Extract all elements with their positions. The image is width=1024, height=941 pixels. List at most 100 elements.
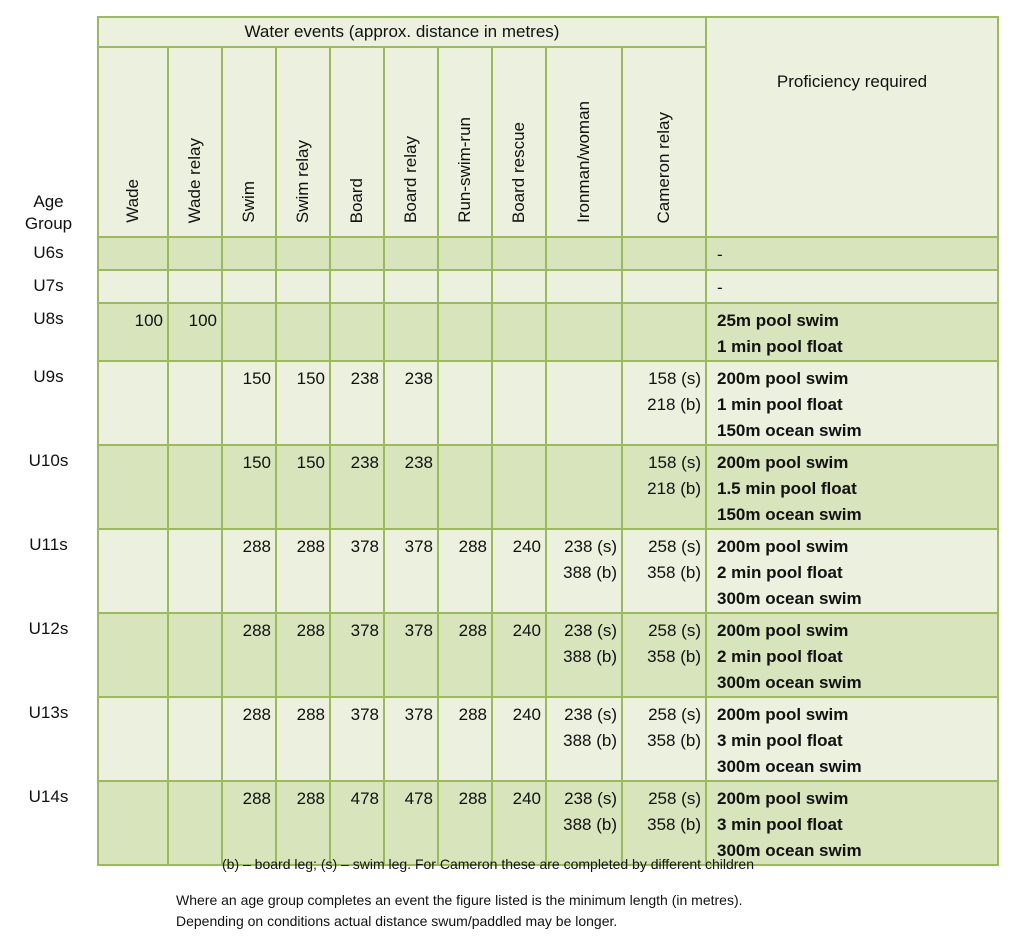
age-group-cell: U10s xyxy=(0,445,98,529)
distance-cell xyxy=(437,444,493,530)
footer-line-2: Depending on conditions actual distance … xyxy=(176,913,618,929)
corner-blank xyxy=(0,17,98,47)
event-header: Cameron relay xyxy=(621,46,707,238)
event-header: Wade xyxy=(97,46,169,238)
age-group-cell: U8s xyxy=(0,303,98,361)
distance-cell xyxy=(491,269,547,304)
proficiency-cell: 200m pool swim 1 min pool float 150m ocean… xyxy=(705,360,999,446)
proficiency-cell: - xyxy=(705,269,999,304)
age-group-cell: U6s xyxy=(0,237,98,270)
distance-cell xyxy=(437,360,493,446)
distance-cell: 378 xyxy=(383,612,439,698)
distance-cell: 378 xyxy=(329,696,385,782)
distance-cell: 288 xyxy=(437,528,493,614)
distance-cell xyxy=(545,360,623,446)
table-row: U14s 288 288 478 478 288 240 238 (s) 388 (b) 258 … xyxy=(0,780,999,866)
water-events-table: Water events (approx. distance in metres… xyxy=(0,16,999,866)
distance-cell xyxy=(275,269,331,304)
distance-cell xyxy=(221,269,277,304)
distance-cell: 378 xyxy=(383,696,439,782)
distance-cell: 258 (s) 358 (b) xyxy=(621,780,707,866)
proficiency-cell: 200m pool swim 1.5 min pool float 150m oce… xyxy=(705,444,999,530)
event-header: Wade relay xyxy=(167,46,223,238)
proficiency-cell: 200m pool swim 3 min pool float 300m ocean… xyxy=(705,780,999,866)
distance-cell xyxy=(167,444,223,530)
age-group-cell: U11s xyxy=(0,529,98,613)
distance-cell: 288 xyxy=(437,780,493,866)
legend-note: (b) – board leg; (s) – swim leg. For Cam… xyxy=(222,856,754,872)
distance-cell xyxy=(97,360,169,446)
distance-cell xyxy=(329,236,385,271)
distance-cell: 158 (s) 218 (b) xyxy=(621,360,707,446)
distance-cell: 238 xyxy=(329,360,385,446)
distance-cell: 378 xyxy=(383,528,439,614)
distance-cell: 158 (s) 218 (b) xyxy=(621,444,707,530)
distance-cell: 238 xyxy=(383,360,439,446)
distance-cell xyxy=(621,302,707,362)
table-row: U9s 150 150 238 238 158 (s) 218 (b) 200m pool s… xyxy=(0,360,999,446)
distance-cell xyxy=(491,302,547,362)
distance-cell: 288 xyxy=(221,696,277,782)
distance-cell xyxy=(97,236,169,271)
distance-cell: 478 xyxy=(329,780,385,866)
table-row: U12s 288 288 378 378 288 240 238 (s) 388 (b) 258 … xyxy=(0,612,999,698)
event-header: Board relay xyxy=(383,46,439,238)
distance-cell xyxy=(329,302,385,362)
distance-cell xyxy=(545,444,623,530)
table-row: U8s 100 100 25m pool swim 1 min pool float xyxy=(0,302,999,362)
distance-cell xyxy=(167,780,223,866)
distance-cell: 240 xyxy=(491,696,547,782)
distance-cell: 288 xyxy=(221,780,277,866)
table-row: U6s - xyxy=(0,236,999,271)
distance-cell xyxy=(275,302,331,362)
distance-cell xyxy=(545,302,623,362)
distance-cell: 150 xyxy=(221,444,277,530)
distance-cell xyxy=(383,302,439,362)
distance-cell: 150 xyxy=(275,360,331,446)
footer-line-1: Where an age group completes an event th… xyxy=(176,892,743,908)
distance-cell: 288 xyxy=(221,528,277,614)
proficiency-cell: 200m pool swim 2 min pool float 300m ocean… xyxy=(705,528,999,614)
distance-cell: 238 (s) 388 (b) xyxy=(545,696,623,782)
distance-cell: 240 xyxy=(491,528,547,614)
footer-note: Where an age group completes an event th… xyxy=(176,890,976,932)
distance-cell xyxy=(621,269,707,304)
distance-cell xyxy=(545,236,623,271)
distance-cell: 288 xyxy=(275,528,331,614)
distance-cell: 288 xyxy=(221,612,277,698)
event-header: Board rescue xyxy=(491,46,547,238)
event-header: Swim xyxy=(221,46,277,238)
distance-cell xyxy=(97,612,169,698)
distance-cell xyxy=(491,444,547,530)
distance-cell: 240 xyxy=(491,612,547,698)
distance-cell: 258 (s) 358 (b) xyxy=(621,612,707,698)
distance-cell: 150 xyxy=(275,444,331,530)
distance-cell: 238 (s) 388 (b) xyxy=(545,780,623,866)
distance-cell xyxy=(97,780,169,866)
table-row: U11s 288 288 378 378 288 240 238 (s) 388 (b) 258 … xyxy=(0,528,999,614)
event-header: Board xyxy=(329,46,385,238)
age-group-cell: U9s xyxy=(0,361,98,445)
distance-cell: 240 xyxy=(491,780,547,866)
distance-cell: 378 xyxy=(329,612,385,698)
distance-cell: 378 xyxy=(329,528,385,614)
proficiency-cell: 25m pool swim 1 min pool float xyxy=(705,302,999,362)
proficiency-cell: 200m pool swim 2 min pool float 300m ocean… xyxy=(705,612,999,698)
distance-cell: 238 (s) 388 (b) xyxy=(545,528,623,614)
table-row: U10s 150 150 238 238 158 (s) 218 (b) 200m pool … xyxy=(0,444,999,530)
distance-cell: 288 xyxy=(437,612,493,698)
distance-cell xyxy=(329,269,385,304)
age-group-cell: U13s xyxy=(0,697,98,781)
age-group-header: Age Group xyxy=(0,47,98,237)
proficiency-header: Proficiency required xyxy=(705,16,999,238)
distance-cell xyxy=(221,236,277,271)
distance-cell xyxy=(383,236,439,271)
distance-cell: 238 xyxy=(383,444,439,530)
distance-cell xyxy=(167,696,223,782)
distance-cell xyxy=(167,236,223,271)
distance-cell xyxy=(437,269,493,304)
distance-cell xyxy=(167,528,223,614)
distance-cell xyxy=(97,444,169,530)
distance-cell: 288 xyxy=(275,780,331,866)
distance-cell xyxy=(383,269,439,304)
